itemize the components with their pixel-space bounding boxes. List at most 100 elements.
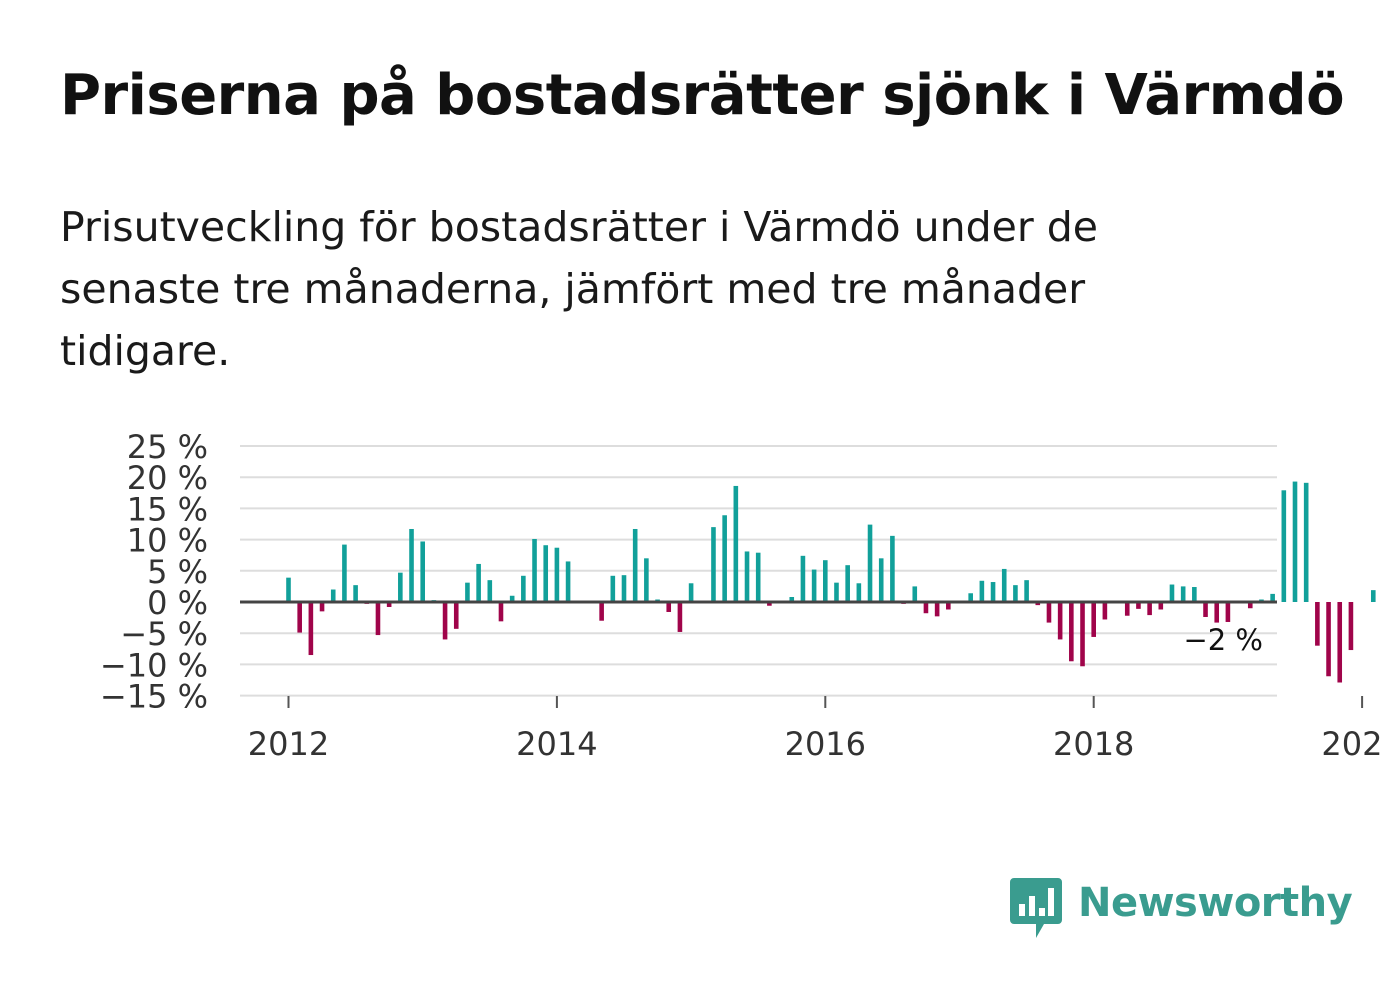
data-bar: [1326, 602, 1331, 677]
y-tick-label: −5 %: [120, 615, 208, 653]
data-bar: [722, 515, 727, 602]
newsworthy-logo-icon: [1010, 878, 1062, 938]
data-bar: [442, 602, 448, 640]
data-bar: [319, 602, 325, 612]
data-bar: [1057, 602, 1063, 640]
data-bar: [823, 560, 828, 602]
data-bar: [878, 558, 884, 602]
data-bar: [1315, 602, 1320, 646]
data-bar: [1080, 602, 1085, 667]
data-bar: [733, 485, 739, 602]
data-bar: [621, 575, 627, 602]
data-bar: [1203, 602, 1208, 617]
data-bar: [521, 575, 526, 602]
data-bar: [353, 585, 358, 602]
data-bar: [1370, 590, 1376, 602]
data-bar: [1158, 602, 1164, 610]
chart-title: Priserna på bostadsrätter sjönk i Värmdö: [60, 63, 1345, 128]
data-bar: [1102, 602, 1108, 620]
data-bar: [1192, 587, 1197, 602]
data-bar: [867, 524, 873, 602]
bar-chart: 25 %20 %15 %10 %5 %0 %−5 %−10 %−15 % 2012…: [100, 428, 1382, 763]
data-bar: [755, 552, 761, 602]
data-bar: [1348, 602, 1354, 651]
data-bar: [610, 575, 616, 602]
data-bar: [375, 602, 381, 636]
data-bar: [688, 583, 694, 602]
data-bar: [386, 602, 392, 607]
data-bar: [946, 602, 951, 610]
data-bar: [297, 602, 302, 633]
data-bar: [968, 593, 973, 602]
data-bar: [476, 563, 481, 602]
y-tick-label: 0 %: [147, 584, 208, 622]
data-bar: [711, 527, 716, 602]
data-bar: [532, 538, 537, 602]
data-bar: [1169, 584, 1175, 602]
x-tick-label: 2016: [785, 725, 866, 763]
data-bar: [1270, 593, 1275, 602]
data-bar: [990, 582, 996, 602]
data-bar: [1303, 482, 1309, 602]
data-bar: [565, 561, 571, 602]
data-bar: [554, 547, 560, 602]
data-bar: [599, 602, 604, 621]
data-bar: [632, 528, 638, 602]
data-bar: [1046, 602, 1052, 623]
data-bar: [498, 602, 504, 622]
data-bar: [409, 528, 414, 602]
y-tick-label: 5 %: [147, 553, 208, 591]
chart-subtitle: Prisutveckling för bostadsrätter i Värmd…: [60, 203, 1098, 375]
data-bar: [342, 544, 347, 602]
last-value-label: −2 %: [1183, 623, 1263, 657]
y-tick-label: 25 %: [127, 428, 208, 466]
data-bar: [934, 602, 940, 617]
data-bar: [677, 602, 683, 632]
data-bar: [1225, 602, 1231, 622]
x-tick-label: 2014: [516, 725, 597, 763]
data-bar: [856, 583, 862, 602]
data-bar: [912, 586, 918, 602]
data-bar: [644, 558, 649, 602]
data-bar: [1337, 602, 1343, 683]
data-bar: [923, 602, 929, 614]
newsworthy-logo[interactable]: Newsworthy: [1010, 878, 1353, 940]
data-bar: [845, 565, 850, 602]
data-bar: [1147, 602, 1152, 616]
data-bar: [286, 577, 291, 602]
y-tick-label: 15 %: [127, 490, 208, 528]
data-bar: [1136, 602, 1141, 609]
data-bar: [465, 582, 470, 602]
data-bar: [979, 580, 985, 602]
data-bar: [1024, 580, 1029, 602]
data-bar: [811, 569, 817, 602]
data-bar: [1035, 602, 1041, 606]
data-bar: [890, 535, 895, 602]
data-bar: [543, 545, 549, 602]
data-bar: [1247, 602, 1253, 609]
data-bar: [800, 555, 806, 602]
x-tick-label: 2018: [1053, 725, 1134, 763]
data-bar: [1091, 602, 1096, 637]
data-bar: [666, 602, 672, 612]
data-bar: [1281, 490, 1287, 602]
data-bar: [420, 541, 425, 602]
y-tick-label: −15 %: [100, 678, 208, 716]
brand-name: Newsworthy: [1078, 880, 1353, 926]
data-bar: [330, 589, 336, 602]
data-bar: [767, 602, 772, 606]
y-tick-label: −10 %: [100, 646, 208, 684]
data-bar: [1124, 602, 1130, 616]
x-tick-label: 2012: [248, 725, 329, 763]
data-bar: [744, 551, 750, 602]
data-bar: [487, 580, 493, 602]
data-bar: [1069, 602, 1074, 662]
data-bar: [509, 595, 515, 602]
data-bar: [1013, 585, 1018, 602]
data-bar: [1214, 602, 1220, 623]
data-bar: [1001, 568, 1007, 602]
data-bar: [834, 582, 839, 602]
x-tick-label: 2020: [1321, 725, 1382, 763]
data-bar: [789, 597, 795, 602]
data-bar: [308, 602, 314, 656]
